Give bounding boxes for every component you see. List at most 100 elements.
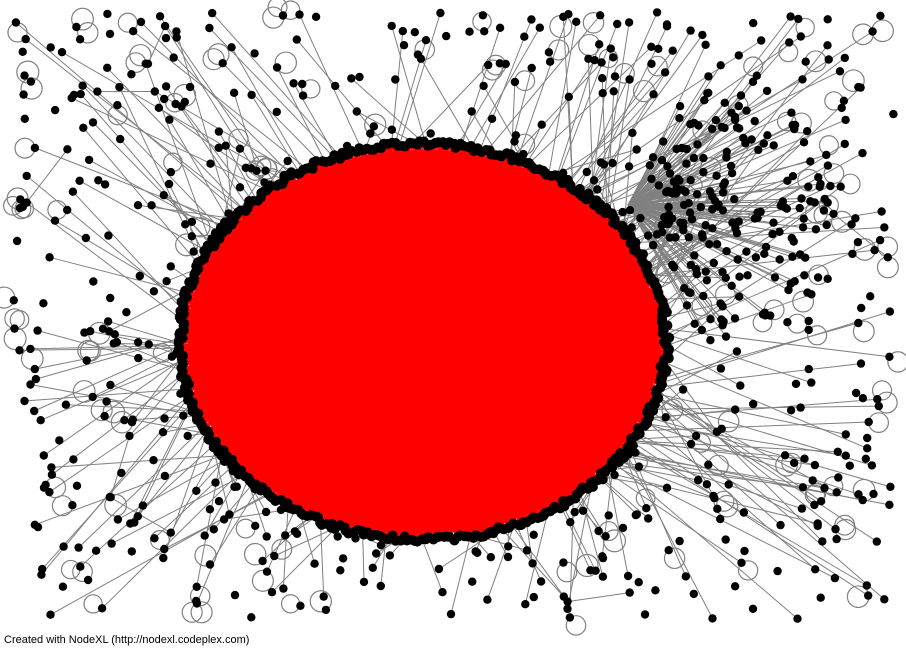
node — [700, 96, 709, 105]
node — [659, 137, 668, 146]
node — [848, 249, 857, 259]
node — [33, 326, 42, 335]
edge — [61, 51, 288, 184]
node — [671, 233, 680, 242]
node — [662, 22, 672, 31]
hub-edge — [595, 294, 635, 482]
node — [436, 8, 445, 18]
edge — [106, 67, 247, 213]
node — [853, 238, 863, 247]
node — [699, 167, 708, 177]
edge — [627, 441, 805, 460]
node — [704, 88, 713, 98]
node — [709, 491, 718, 501]
hub-edge — [380, 415, 464, 538]
hub-edge — [224, 380, 661, 384]
hub-edge — [426, 152, 493, 487]
node — [797, 194, 806, 203]
edge — [627, 204, 804, 220]
node — [608, 158, 617, 168]
node — [701, 40, 710, 49]
hub-edge — [347, 288, 666, 362]
hub-edge — [449, 272, 652, 504]
hub-edge — [489, 259, 627, 533]
node — [784, 285, 793, 295]
node — [62, 205, 72, 215]
node — [519, 149, 528, 159]
node — [799, 138, 809, 147]
node — [76, 562, 85, 571]
edge — [101, 468, 244, 609]
node — [642, 504, 651, 513]
edge — [582, 34, 703, 199]
edge — [622, 446, 713, 619]
hub-edge — [616, 222, 652, 375]
edge — [627, 143, 765, 206]
node — [789, 237, 798, 246]
hub-edge — [505, 176, 559, 318]
edge — [659, 360, 868, 449]
hub-edge — [475, 150, 486, 320]
hub-edge — [457, 437, 618, 539]
node — [694, 121, 703, 130]
node — [599, 160, 609, 169]
node — [854, 82, 863, 92]
edge — [132, 30, 311, 172]
node — [868, 27, 877, 36]
node — [823, 161, 833, 170]
edge — [567, 477, 594, 609]
hub-edge — [280, 181, 552, 353]
node — [885, 307, 895, 316]
hub-edge — [405, 217, 662, 304]
edge — [204, 468, 244, 536]
edge — [231, 47, 306, 174]
node — [289, 79, 298, 88]
self-loop — [251, 569, 274, 592]
node — [250, 49, 259, 58]
hub-edge — [456, 488, 475, 539]
node — [768, 229, 777, 239]
node — [12, 236, 22, 246]
edge — [129, 369, 188, 437]
node — [800, 271, 809, 280]
node — [36, 416, 45, 425]
node — [559, 168, 568, 177]
hub-edge — [276, 183, 315, 339]
self-loop — [60, 559, 81, 580]
node — [610, 72, 620, 81]
node — [442, 31, 451, 41]
edge — [524, 506, 550, 605]
node — [807, 378, 816, 387]
hub-edge — [400, 278, 656, 285]
hub-edge — [264, 250, 356, 493]
self-loop — [77, 22, 99, 44]
node — [214, 127, 224, 136]
node — [789, 458, 799, 468]
hub-edge — [182, 370, 285, 403]
hub-edge — [296, 144, 443, 437]
edge — [627, 102, 726, 206]
node — [712, 427, 722, 437]
node — [691, 431, 701, 441]
edge — [650, 397, 885, 600]
edge — [601, 193, 698, 215]
node — [672, 184, 681, 193]
node — [716, 61, 725, 70]
node — [45, 487, 54, 497]
node — [595, 40, 604, 49]
node — [465, 27, 474, 36]
node — [861, 454, 870, 463]
node — [582, 167, 591, 177]
node — [479, 81, 488, 91]
hub-edge — [187, 230, 380, 393]
self-loop — [565, 615, 587, 636]
self-loop — [887, 351, 906, 373]
node — [398, 26, 407, 36]
node — [741, 139, 750, 148]
node — [18, 47, 27, 56]
hub-edge — [186, 161, 454, 297]
node — [883, 253, 892, 262]
node — [368, 563, 377, 572]
hub-edge — [259, 279, 303, 514]
